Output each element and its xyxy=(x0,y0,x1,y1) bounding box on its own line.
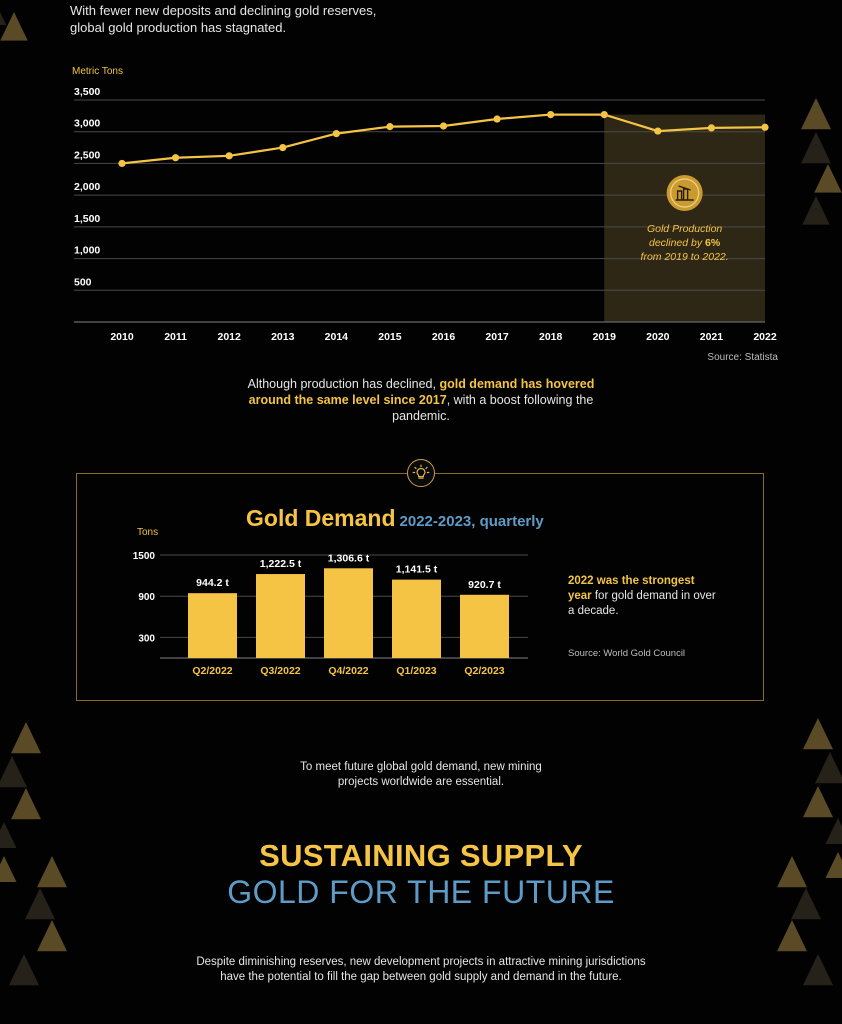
intro-line-2: global gold production has stagnated. xyxy=(70,20,287,35)
x-tick-label: 2018 xyxy=(539,331,563,343)
x-tick-label: 2016 xyxy=(432,331,456,343)
demand-note-rest: for gold demand in over a decade. xyxy=(568,590,716,617)
production-data-point xyxy=(707,124,716,132)
y-tick-label: 3,000 xyxy=(74,118,100,130)
demand-intro-highlight: gold demand has hovered around the same … xyxy=(248,377,595,407)
production-data-point xyxy=(386,123,394,131)
x-tick-label: Q2/2022 xyxy=(192,665,232,677)
demand-bar xyxy=(324,568,373,658)
demand-data-label: 920.7 t xyxy=(468,579,501,591)
y-tick-label: 2,000 xyxy=(74,181,100,193)
demand-data-label: 1,222.5 t xyxy=(260,558,302,570)
future-demand-line-1: To meet future global gold demand, new m… xyxy=(300,761,542,773)
x-tick-label: 2013 xyxy=(271,331,295,343)
future-demand-text: To meet future global gold demand, new m… xyxy=(260,760,582,790)
production-data-point xyxy=(279,143,287,152)
production-data-point xyxy=(332,130,340,138)
y-tick-label: 900 xyxy=(138,592,155,603)
closing-text: Despite diminishing reserves, new develo… xyxy=(150,955,692,985)
demand-data-label: 1,306.6 t xyxy=(328,552,370,564)
demand-data-label: 1,141.5 t xyxy=(396,564,438,576)
closing-line-2: have the potential to fill the gap betwe… xyxy=(220,971,622,983)
annotation-line-2-prefix: declined by xyxy=(649,237,705,249)
x-tick-label: 2015 xyxy=(378,331,402,343)
x-tick-label: Q4/2022 xyxy=(328,665,368,677)
highlight-range-area xyxy=(604,114,765,323)
x-tick-label: 2022 xyxy=(753,331,777,343)
annotation-line-2: declined by 6% xyxy=(649,237,721,249)
intro-text: With fewer new deposits and declining go… xyxy=(70,2,390,36)
x-tick-label: 2011 xyxy=(164,331,187,343)
annotation-value: 6% xyxy=(705,237,721,249)
x-tick-label: 2010 xyxy=(110,331,134,343)
production-data-point xyxy=(493,115,501,123)
production-data-point xyxy=(654,127,662,135)
production-source: Source: Statista xyxy=(707,352,778,363)
demand-intro-part-2: , with a boost following the pandemic. xyxy=(392,393,594,423)
demand-source: Source: World Gold Council xyxy=(568,648,686,659)
annotation-line-3: from 2019 to 2022. xyxy=(641,251,729,263)
demand-note: 2022 was the strongest year for gold dem… xyxy=(568,574,718,619)
gold-mine-icon xyxy=(666,175,703,211)
production-data-point xyxy=(547,110,555,119)
production-data-point xyxy=(171,154,180,162)
x-tick-label: 2014 xyxy=(325,331,349,343)
y-tick-label: 2,500 xyxy=(74,149,100,161)
production-line-chart: Metric Tons 500 1,000 1,500 2,000 2,500 3,000 3… xyxy=(72,66,777,343)
demand-bar xyxy=(460,594,509,658)
gold-for-the-future-heading: GOLD FOR THE FUTURE xyxy=(227,874,615,910)
x-tick-label: Q3/2022 xyxy=(260,665,300,677)
y-tick-label: 1,500 xyxy=(74,213,100,225)
y-tick-label: 1500 xyxy=(133,551,156,562)
annotation-line-1: Gold Production xyxy=(647,223,722,235)
demand-intro-part-1: Although production has declined, xyxy=(247,377,440,391)
x-tick-label: 2020 xyxy=(646,331,670,343)
x-tick-label: Q2/2023 xyxy=(464,665,504,677)
x-tick-label: 2021 xyxy=(700,331,724,343)
demand-data-label: 944.2 t xyxy=(196,577,229,589)
x-tick-label: 2017 xyxy=(485,331,509,343)
y-tick-label: 500 xyxy=(74,276,92,288)
y-tick-label: 1,000 xyxy=(74,245,100,257)
gold-demand-title-main: Gold Demand xyxy=(246,505,396,531)
production-data-point xyxy=(225,152,233,160)
gold-demand-title: Gold Demand 2022-2023, quarterly xyxy=(246,505,544,532)
intro-line-1: With fewer new deposits and declining go… xyxy=(70,3,377,18)
production-unit-label: Metric Tons xyxy=(72,66,123,77)
gold-demand-subtitle: 2022-2023, quarterly xyxy=(399,513,544,530)
y-tick-label: 3,500 xyxy=(74,86,100,98)
gold-demand-bar-chart: Tons 300 900 1500 944.2 t Q2/2022 1,222.5 t Q3/… xyxy=(133,527,528,677)
x-tick-label: 2012 xyxy=(217,331,241,343)
lightbulb-icon xyxy=(407,459,435,487)
production-data-point xyxy=(118,159,126,168)
demand-bar xyxy=(188,593,237,658)
future-demand-line-2: projects worldwide are essential. xyxy=(337,776,505,788)
x-tick-label: Q1/2023 xyxy=(396,665,436,677)
sustaining-supply-heading: SUSTAINING SUPPLY xyxy=(259,838,583,873)
y-tick-label: 300 xyxy=(138,633,155,644)
production-data-point xyxy=(761,123,769,131)
closing-line-1: Despite diminishing reserves, new develo… xyxy=(196,956,646,968)
demand-intro-text: Although production has declined, gold d… xyxy=(240,376,602,424)
production-data-point xyxy=(600,110,608,119)
demand-unit-label: Tons xyxy=(137,527,158,538)
demand-note-highlight: 2022 was the strongest year xyxy=(568,575,695,602)
demand-bar xyxy=(392,579,441,658)
x-tick-label: 2019 xyxy=(593,331,617,343)
demand-bar xyxy=(256,574,305,658)
production-data-point xyxy=(439,122,448,130)
